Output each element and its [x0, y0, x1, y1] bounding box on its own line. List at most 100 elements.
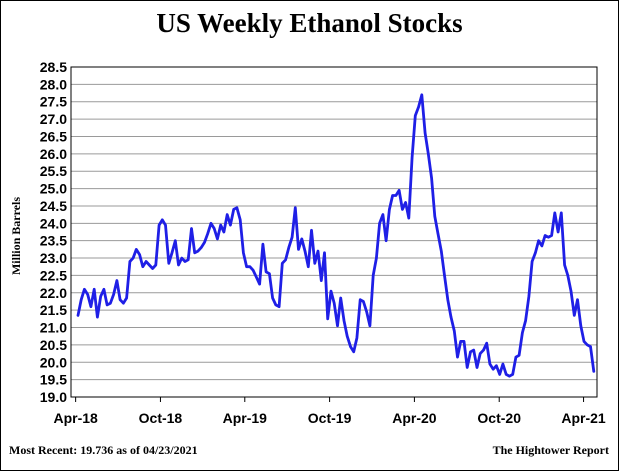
data-point	[80, 298, 83, 301]
data-point	[453, 329, 456, 333]
data-point	[391, 194, 394, 197]
data-point	[381, 213, 384, 216]
data-point	[102, 288, 105, 291]
data-point	[158, 224, 161, 227]
data-point	[433, 215, 436, 218]
data-point	[407, 217, 410, 220]
x-tick-label: Oct-18	[139, 410, 183, 426]
data-point	[167, 262, 170, 265]
data-point	[518, 354, 521, 357]
y-tick-label: 22.0	[40, 285, 67, 301]
data-point	[96, 316, 99, 319]
data-point	[248, 265, 251, 268]
data-point	[316, 250, 320, 253]
data-point	[300, 237, 303, 240]
y-tick-label: 19.5	[40, 372, 67, 388]
y-tick-label: 24.5	[40, 198, 67, 214]
data-point	[475, 366, 479, 369]
data-point	[255, 276, 258, 279]
y-tick-label: 21.5	[40, 302, 67, 318]
data-point	[89, 305, 92, 308]
data-point	[287, 246, 290, 249]
x-tick-label: Apr-20	[392, 410, 437, 426]
data-point	[281, 262, 284, 265]
data-point	[508, 375, 511, 378]
data-point	[514, 356, 518, 359]
x-tick-label: Oct-20	[477, 410, 521, 426]
y-tick-label: 28.0	[40, 76, 67, 92]
data-point	[372, 274, 375, 277]
data-point	[544, 234, 547, 237]
data-point	[148, 263, 151, 267]
data-point	[125, 296, 128, 300]
data-point	[550, 234, 553, 237]
x-tick-label: Oct-19	[308, 410, 352, 426]
y-axis-label: Million Barrels	[9, 197, 23, 275]
data-point	[329, 290, 333, 293]
data-point	[375, 257, 378, 260]
data-point	[505, 373, 508, 376]
data-point	[388, 208, 391, 211]
data-point	[362, 300, 365, 303]
data-point	[547, 236, 550, 239]
data-point	[154, 263, 157, 267]
x-tick-label: Apr-19	[223, 410, 268, 426]
data-point	[323, 251, 326, 254]
data-point	[346, 335, 349, 338]
data-point	[187, 258, 190, 261]
data-point	[566, 274, 569, 277]
data-point	[132, 257, 135, 260]
data-point	[420, 93, 423, 96]
data-point	[180, 257, 183, 260]
data-point	[521, 331, 524, 334]
data-point	[576, 298, 579, 301]
data-point	[161, 218, 164, 221]
grid-lines	[71, 83, 597, 381]
data-point	[482, 349, 485, 352]
data-point	[216, 237, 219, 240]
data-point	[488, 362, 491, 366]
data-point	[145, 260, 148, 263]
y-tick-label: 23.5	[40, 233, 67, 249]
data-point	[151, 267, 154, 270]
data-point	[268, 272, 271, 275]
data-point	[527, 295, 531, 298]
data-point	[291, 236, 294, 239]
data-point	[479, 352, 482, 355]
data-point	[492, 368, 495, 371]
y-tick-label: 24.0	[40, 215, 67, 231]
y-tick-label: 26.0	[40, 146, 67, 162]
data-point	[76, 314, 80, 317]
y-axis-tick-labels: 28.528.0 27.527.026.5 26.025.5 25.024.524.0…	[40, 59, 67, 405]
data-point	[252, 269, 255, 272]
data-point	[411, 156, 414, 159]
data-point	[242, 251, 245, 254]
data-point	[469, 350, 472, 353]
data-point	[417, 105, 420, 108]
data-point	[557, 230, 560, 234]
data-point	[368, 324, 371, 327]
data-point	[297, 248, 300, 251]
data-point	[229, 224, 232, 227]
data-point	[342, 319, 346, 322]
y-tick-label: 20.5	[40, 337, 67, 353]
data-point	[196, 250, 200, 253]
footer-source: The Hightower Report	[492, 443, 609, 457]
data-point	[440, 250, 443, 253]
data-point	[265, 270, 268, 273]
data-point	[141, 265, 144, 268]
data-point	[404, 201, 407, 204]
data-point	[485, 342, 488, 345]
data-point	[401, 208, 404, 211]
data-point	[501, 362, 504, 366]
data-point	[86, 293, 89, 296]
data-point	[128, 260, 131, 263]
data-point	[200, 246, 203, 249]
data-point	[119, 298, 122, 301]
data-point	[245, 265, 248, 268]
data-point	[135, 248, 138, 251]
data-point	[336, 324, 339, 327]
data-point	[352, 350, 355, 353]
data-point	[414, 114, 417, 117]
data-point	[193, 251, 196, 254]
